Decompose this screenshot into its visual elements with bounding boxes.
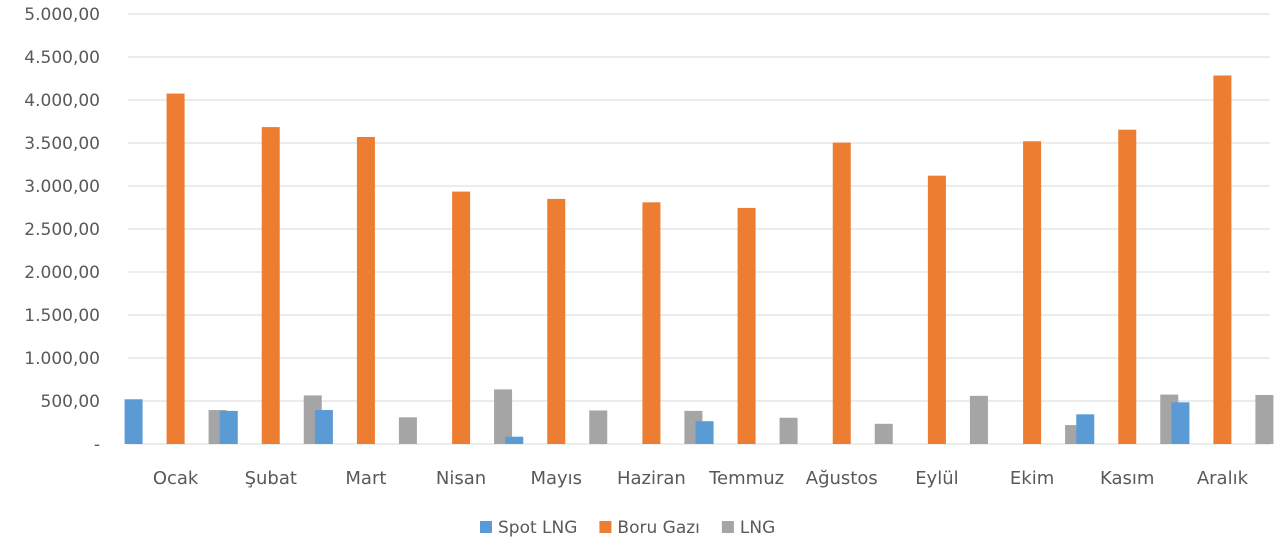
- x-category-label: Eylül: [915, 468, 958, 489]
- legend-swatch: [599, 521, 612, 533]
- x-category-label: Mart: [345, 468, 386, 489]
- bar-lng: [589, 410, 608, 444]
- bar-spot-lng: [124, 399, 143, 444]
- y-tick-label: 4.500,00: [24, 48, 100, 68]
- y-tick-label: 1.000,00: [24, 349, 100, 369]
- bar-lng: [398, 417, 417, 444]
- x-category-label: Nisan: [436, 468, 486, 489]
- bar-spot-lng: [1076, 414, 1095, 444]
- bar-spot-lng: [314, 410, 333, 444]
- x-category-label: Aralık: [1197, 468, 1249, 489]
- y-tick-label: -: [94, 435, 100, 455]
- x-category-label: Temmuz: [708, 468, 784, 489]
- y-tick-label: 5.000,00: [24, 5, 100, 25]
- bar-boru-gazı: [832, 142, 851, 444]
- bar-boru-gazı: [1023, 141, 1042, 444]
- x-category-label: Ekim: [1010, 468, 1054, 489]
- legend-swatch: [721, 521, 734, 533]
- x-category-label: Şubat: [245, 468, 297, 489]
- bar-boru-gazı: [642, 202, 661, 444]
- x-category-label: Kasım: [1100, 468, 1154, 489]
- bar-boru-gazı: [356, 136, 375, 445]
- x-category-label: Ağustos: [806, 468, 878, 489]
- gridlines: [128, 13, 1270, 445]
- bar-boru-gazı: [261, 127, 280, 444]
- bar-boru-gazı: [166, 93, 185, 445]
- bar-spot-lng: [695, 421, 714, 444]
- bar-lng: [969, 395, 988, 444]
- bar-boru-gazı: [452, 191, 471, 444]
- x-category-label: Haziran: [617, 468, 686, 489]
- bar-lng: [874, 423, 893, 444]
- bar-boru-gazı: [1118, 129, 1137, 445]
- bars: [124, 75, 1274, 445]
- legend-label: Boru Gazı: [617, 518, 699, 538]
- bar-lng: [1255, 394, 1274, 444]
- y-tick-label: 3.000,00: [24, 177, 100, 197]
- bar-boru-gazı: [927, 175, 946, 444]
- bar-spot-lng: [505, 436, 524, 444]
- x-axis-category-labels: Ocak Şubat Mart Nisan Mayıs Haziran Temmuz Ağus…: [153, 468, 1249, 489]
- bar-boru-gazı: [1213, 75, 1232, 445]
- legend-swatch: [480, 521, 492, 533]
- y-tick-label: 3.500,00: [24, 134, 100, 154]
- y-tick-label: 500,00: [41, 392, 100, 412]
- bar-boru-gazı: [547, 198, 566, 444]
- y-tick-label: 4.000,00: [24, 91, 100, 111]
- bar-boru-gazı: [737, 207, 756, 444]
- bar-lng: [494, 389, 513, 444]
- bar-spot-lng: [1171, 402, 1190, 444]
- bar-lng: [779, 417, 798, 444]
- y-tick-label: 1.500,00: [24, 306, 100, 326]
- y-tick-label: 2.500,00: [24, 220, 100, 240]
- y-axis-tick-labels: - 500,00 1.000,00 1.500,00 2.000,00 2.500,00 3…: [24, 5, 100, 455]
- bar-spot-lng: [219, 410, 238, 444]
- x-category-label: Ocak: [153, 468, 199, 489]
- y-tick-label: 2.000,00: [24, 263, 100, 283]
- legend: Spot LNG Boru Gazı LNG: [480, 518, 775, 538]
- legend-label: LNG: [740, 518, 775, 538]
- legend-label: Spot LNG: [498, 518, 577, 538]
- x-category-label: Mayıs: [530, 468, 582, 489]
